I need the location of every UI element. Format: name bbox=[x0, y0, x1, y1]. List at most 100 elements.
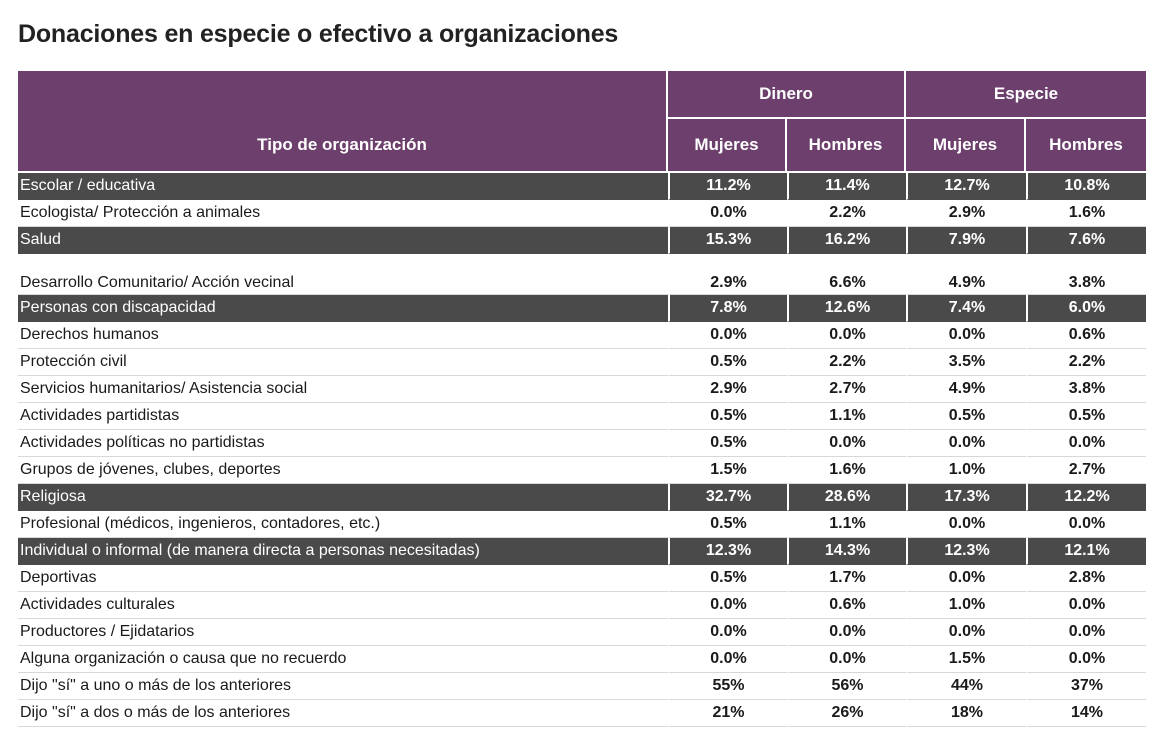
cell-dinero-hombres: 0.0% bbox=[787, 322, 906, 349]
table-row: Alguna organización o causa que no recue… bbox=[18, 646, 1147, 673]
cell-especie-hombres: 0.0% bbox=[1026, 646, 1147, 673]
cell-especie-mujeres: 7.9% bbox=[906, 227, 1026, 254]
row-label: Personas con discapacidad bbox=[18, 295, 668, 322]
cell-especie-mujeres: 12.3% bbox=[906, 538, 1026, 565]
cell-especie-mujeres: 2.9% bbox=[906, 200, 1026, 227]
cell-dinero-hombres: 56% bbox=[787, 673, 906, 700]
cell-especie-mujeres: 12.7% bbox=[906, 173, 1026, 200]
cell-dinero-hombres: 28.6% bbox=[787, 484, 906, 511]
cell-especie-hombres: 2.2% bbox=[1026, 349, 1147, 376]
page-title: Donaciones en especie o efectivo a organ… bbox=[18, 20, 619, 48]
table-row: Actividades políticas no partidistas 0.5%… bbox=[18, 430, 1147, 457]
table-row: Actividades partidistas 0.5% 1.1% 0.5% 0.5% bbox=[18, 403, 1147, 430]
row-label: Protección civil bbox=[18, 349, 668, 376]
header-group-especie: Especie bbox=[906, 71, 1147, 119]
row-label: Servicios humanitarios/ Asistencia socia… bbox=[18, 376, 668, 403]
cell-dinero-mujeres: 11.2% bbox=[668, 173, 787, 200]
cell-dinero-mujeres: 55% bbox=[668, 673, 787, 700]
cell-especie-mujeres: 1.5% bbox=[906, 646, 1026, 673]
cell-dinero-mujeres: 15.3% bbox=[668, 227, 787, 254]
cell-dinero-mujeres: 12.3% bbox=[668, 538, 787, 565]
cell-dinero-hombres: 0.0% bbox=[787, 619, 906, 646]
cell-especie-mujeres: 17.3% bbox=[906, 484, 1026, 511]
cell-especie-hombres: 14% bbox=[1026, 700, 1147, 727]
table-row: Productores / Ejidatarios 0.0% 0.0% 0.0% 0.0… bbox=[18, 619, 1147, 646]
row-label: Alguna organización o causa que no recue… bbox=[18, 646, 668, 673]
cell-dinero-mujeres: 0.5% bbox=[668, 349, 787, 376]
cell-especie-mujeres: 44% bbox=[906, 673, 1026, 700]
cell-especie-hombres: 10.8% bbox=[1026, 173, 1147, 200]
cell-dinero-hombres: 1.6% bbox=[787, 457, 906, 484]
cell-especie-hombres: 37% bbox=[1026, 673, 1147, 700]
cell-dinero-hombres: 12.6% bbox=[787, 295, 906, 322]
cell-especie-hombres: 0.0% bbox=[1026, 619, 1147, 646]
table-row: Personas con discapacidad 7.8% 12.6% 7.4% 6.… bbox=[18, 295, 1147, 322]
cell-dinero-hombres: 14.3% bbox=[787, 538, 906, 565]
cell-dinero-hombres: 26% bbox=[787, 700, 906, 727]
table-row: Salud 15.3% 16.2% 7.9% 7.6% bbox=[18, 227, 1147, 254]
cell-especie-hombres: 1.6% bbox=[1026, 200, 1147, 227]
row-label: Grupos de jóvenes, clubes, deportes bbox=[18, 457, 668, 484]
table-row: Individual o informal (de manera directa… bbox=[18, 538, 1147, 565]
table-row: Ecologista/ Protección a animales 0.0% 2.2… bbox=[18, 200, 1147, 227]
cell-especie-mujeres: 4.9% bbox=[906, 376, 1026, 403]
cell-dinero-hombres: 0.0% bbox=[787, 646, 906, 673]
row-label: Actividades culturales bbox=[18, 592, 668, 619]
cell-dinero-mujeres: 0.5% bbox=[668, 565, 787, 592]
cell-dinero-mujeres: 0.5% bbox=[668, 403, 787, 430]
row-label: Derechos humanos bbox=[18, 322, 668, 349]
cell-especie-mujeres: 4.9% bbox=[906, 254, 1026, 295]
cell-especie-mujeres: 0.0% bbox=[906, 565, 1026, 592]
header-dinero-mujeres: Mujeres bbox=[668, 119, 787, 173]
cell-dinero-hombres: 0.6% bbox=[787, 592, 906, 619]
cell-especie-mujeres: 7.4% bbox=[906, 295, 1026, 322]
cell-especie-mujeres: 0.0% bbox=[906, 511, 1026, 538]
cell-dinero-mujeres: 1.5% bbox=[668, 457, 787, 484]
header-especie-mujeres: Mujeres bbox=[906, 119, 1026, 173]
cell-dinero-mujeres: 7.8% bbox=[668, 295, 787, 322]
row-label: Deportivas bbox=[18, 565, 668, 592]
row-label: Ecologista/ Protección a animales bbox=[18, 200, 668, 227]
table-body: Escolar / educativa 11.2% 11.4% 12.7% 10.8% E… bbox=[18, 173, 1147, 727]
cell-dinero-mujeres: 0.0% bbox=[668, 619, 787, 646]
row-label: Productores / Ejidatarios bbox=[18, 619, 668, 646]
cell-dinero-mujeres: 2.9% bbox=[668, 254, 787, 295]
cell-especie-mujeres: 1.0% bbox=[906, 592, 1026, 619]
row-label: Actividades partidistas bbox=[18, 403, 668, 430]
table-row: Actividades culturales 0.0% 0.6% 1.0% 0.0% bbox=[18, 592, 1147, 619]
cell-dinero-hombres: 2.2% bbox=[787, 200, 906, 227]
table-row: Derechos humanos 0.0% 0.0% 0.0% 0.6% bbox=[18, 322, 1147, 349]
cell-dinero-mujeres: 32.7% bbox=[668, 484, 787, 511]
cell-especie-hombres: 3.8% bbox=[1026, 376, 1147, 403]
cell-dinero-mujeres: 0.5% bbox=[668, 430, 787, 457]
cell-dinero-hombres: 1.7% bbox=[787, 565, 906, 592]
cell-dinero-hombres: 11.4% bbox=[787, 173, 906, 200]
table-row: Desarrollo Comunitario/ Acción vecinal 2.… bbox=[18, 254, 1147, 295]
table-row: Dijo "sí" a uno o más de los anteriores 5… bbox=[18, 673, 1147, 700]
row-label: Escolar / educativa bbox=[18, 173, 668, 200]
row-label: Dijo "sí" a uno o más de los anteriores bbox=[18, 673, 668, 700]
cell-especie-mujeres: 0.0% bbox=[906, 322, 1026, 349]
cell-especie-mujeres: 0.0% bbox=[906, 430, 1026, 457]
cell-especie-hombres: 12.2% bbox=[1026, 484, 1147, 511]
cell-dinero-mujeres: 0.0% bbox=[668, 646, 787, 673]
header-especie-hombres: Hombres bbox=[1026, 119, 1147, 173]
header-dinero-hombres: Hombres bbox=[787, 119, 906, 173]
cell-dinero-hombres: 16.2% bbox=[787, 227, 906, 254]
row-label: Salud bbox=[18, 227, 668, 254]
cell-especie-hombres: 2.8% bbox=[1026, 565, 1147, 592]
table-row: Grupos de jóvenes, clubes, deportes 1.5% 1… bbox=[18, 457, 1147, 484]
row-label: Profesional (médicos, ingenieros, contad… bbox=[18, 511, 668, 538]
cell-especie-hombres: 12.1% bbox=[1026, 538, 1147, 565]
cell-especie-mujeres: 18% bbox=[906, 700, 1026, 727]
cell-dinero-hombres: 0.0% bbox=[787, 430, 906, 457]
table-row: Escolar / educativa 11.2% 11.4% 12.7% 10.8% bbox=[18, 173, 1147, 200]
header-group-dinero: Dinero bbox=[668, 71, 906, 119]
table-row: Servicios humanitarios/ Asistencia socia… bbox=[18, 376, 1147, 403]
donations-table: Tipo de organización Dinero Especie Muje… bbox=[18, 71, 1147, 727]
table-row: Deportivas 0.5% 1.7% 0.0% 2.8% bbox=[18, 565, 1147, 592]
cell-dinero-hombres: 1.1% bbox=[787, 403, 906, 430]
cell-especie-mujeres: 0.5% bbox=[906, 403, 1026, 430]
cell-dinero-hombres: 2.7% bbox=[787, 376, 906, 403]
row-label: Dijo "sí" a dos o más de los anteriores bbox=[18, 700, 668, 727]
